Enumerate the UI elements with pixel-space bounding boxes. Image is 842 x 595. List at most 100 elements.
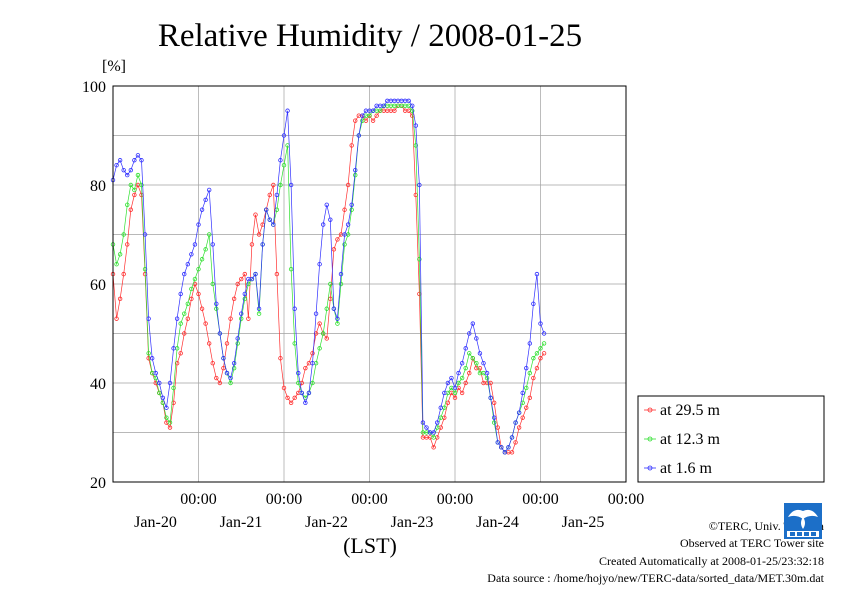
plot-frame (112, 85, 627, 483)
data-point (438, 405, 443, 410)
data-point (203, 321, 208, 326)
data-point (142, 232, 148, 237)
data-point (360, 118, 365, 123)
data-point (278, 158, 283, 163)
data-point (249, 276, 255, 282)
data-point (239, 276, 244, 282)
data-point (228, 380, 233, 386)
data-point (317, 346, 322, 351)
data-point (381, 103, 386, 108)
data-point (139, 158, 144, 163)
data-point (495, 440, 500, 445)
series-line (112, 105, 545, 453)
data-point (135, 172, 141, 178)
data-point (467, 370, 472, 376)
data-point (527, 370, 533, 376)
y-axis: 20 40 60 80 100 (82, 79, 106, 492)
legend-swatch-marker (647, 465, 653, 471)
data-point (267, 217, 272, 222)
data-point (281, 133, 287, 138)
data-point (182, 331, 187, 336)
data-point (541, 351, 547, 356)
data-point (313, 331, 319, 336)
data-point (456, 370, 461, 376)
data-point (149, 356, 155, 361)
data-point (310, 361, 315, 366)
data-point (434, 420, 440, 425)
data-point (491, 420, 497, 425)
chart-title: Relative Humidity / 2008-01-25 (158, 18, 582, 54)
data-point (281, 162, 287, 168)
data-point (331, 247, 337, 252)
data-point (228, 316, 233, 321)
data-point (221, 365, 226, 371)
data-point (121, 271, 126, 277)
data-point (463, 346, 468, 351)
data-point (491, 415, 497, 420)
data-point (203, 247, 208, 252)
x-tick-day: Jan-25 (562, 514, 605, 531)
data-point (474, 361, 479, 366)
credit-created: Created Automatically at 2008-01-25/23:3… (599, 554, 824, 568)
data-point (484, 370, 490, 376)
data-point (296, 370, 301, 376)
y-tick-label: 60 (90, 277, 106, 294)
data-point (132, 187, 137, 193)
data-point (285, 108, 290, 113)
data-point (246, 281, 251, 287)
data-point (527, 395, 533, 401)
data-point (459, 375, 465, 381)
data-point (117, 252, 123, 257)
data-point (484, 375, 490, 381)
data-point (474, 336, 479, 341)
data-point (406, 98, 411, 104)
data-point (349, 207, 354, 212)
data-point (335, 321, 340, 326)
x-tick-time: 00:00 (437, 491, 473, 508)
data-point (164, 405, 169, 410)
data-point (199, 257, 205, 262)
data-point (260, 242, 265, 247)
data-point (342, 232, 347, 237)
data-point (192, 276, 198, 282)
data-point (353, 118, 358, 123)
data-point (538, 356, 543, 361)
data-point (345, 222, 351, 227)
data-point (481, 361, 486, 366)
data-point (335, 237, 340, 242)
data-point (117, 296, 123, 302)
data-point (470, 356, 476, 361)
data-point (224, 341, 230, 346)
data-point (541, 341, 547, 346)
data-point (524, 365, 529, 371)
data-point (463, 365, 468, 371)
data-point (324, 202, 329, 207)
data-point (410, 103, 415, 108)
series-0 (110, 103, 547, 455)
credit-source: Data source : /home/hojyo/new/TERC-data/… (487, 571, 824, 585)
data-point (538, 346, 543, 351)
data-point (452, 390, 458, 396)
legend-label: at 29.5 m (660, 402, 721, 419)
data-point (349, 202, 354, 207)
data-point (210, 281, 215, 287)
data-point (488, 395, 493, 401)
series-line (112, 100, 545, 453)
data-point (449, 375, 454, 381)
data-point (360, 113, 365, 118)
data-point (231, 361, 237, 366)
data-point (520, 390, 525, 396)
data-point (353, 167, 358, 173)
data-point (452, 395, 458, 401)
data-point (431, 435, 436, 440)
data-point (527, 341, 533, 346)
y-tick-label: 40 (90, 376, 106, 393)
data-point (367, 113, 372, 118)
x-tick-time: 00:00 (351, 491, 387, 508)
data-point (331, 306, 337, 311)
data-point (470, 321, 476, 326)
data-point (320, 331, 326, 336)
data-point (442, 390, 447, 396)
data-point (292, 306, 297, 311)
data-point (153, 370, 158, 376)
